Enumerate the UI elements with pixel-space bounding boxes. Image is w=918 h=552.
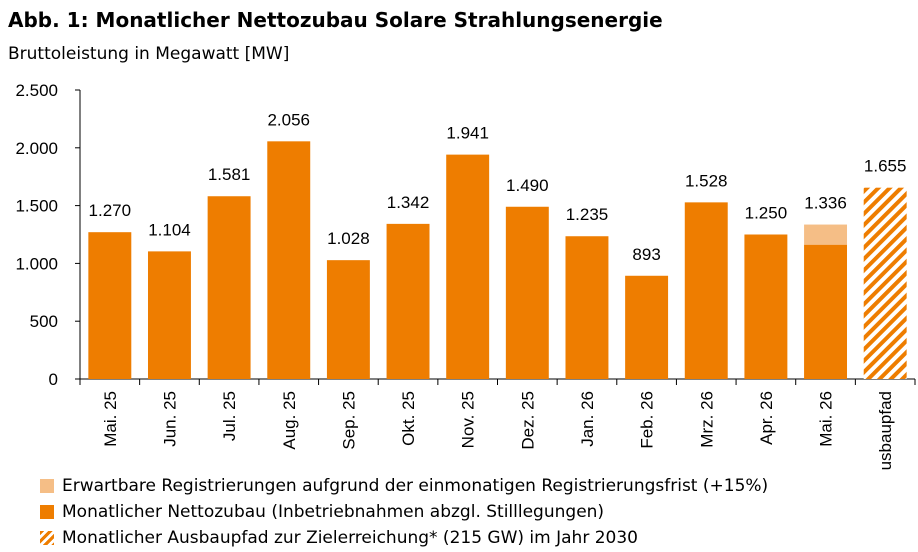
- y-tick-label: 1.000: [15, 254, 58, 273]
- data-label: 1.655: [864, 157, 907, 176]
- x-tick-label: Ausbaupfad: [876, 391, 895, 470]
- y-tick-label: 0: [49, 370, 58, 389]
- chart-axes: 0 500 1.000 1.500 2.000 2.500: [15, 81, 916, 389]
- x-tick-label: Apr. 26: [757, 391, 776, 445]
- bar-net: [625, 275, 669, 379]
- bar-net: [267, 141, 311, 379]
- chart-bars: [88, 141, 907, 379]
- x-tick-label: Feb. 26: [638, 391, 657, 449]
- bar-net: [505, 206, 549, 379]
- x-tick-label: Dez. 25: [518, 391, 537, 450]
- data-label: 1.528: [685, 171, 728, 190]
- y-tick-label: 500: [30, 312, 58, 331]
- data-label: 1.941: [446, 124, 489, 143]
- x-tick-label: Aug. 25: [280, 391, 299, 450]
- x-tick-label: Mai. 25: [101, 391, 120, 447]
- x-tick-label: Sep. 25: [339, 391, 358, 450]
- bar-net: [804, 244, 848, 379]
- data-label: 1.342: [387, 193, 430, 212]
- chart-title: Abb. 1: Monatlicher Nettozubau Solare St…: [8, 8, 663, 32]
- data-label: 2.056: [267, 110, 310, 129]
- bar-net: [565, 236, 609, 379]
- data-label: 1.235: [566, 205, 609, 224]
- bar-net: [386, 223, 430, 379]
- data-label: 1.028: [327, 229, 370, 248]
- data-label: 1.250: [745, 204, 788, 223]
- x-tick-label: Nov. 25: [459, 391, 478, 448]
- bar-net: [326, 260, 370, 379]
- bar-hatch: [863, 187, 907, 379]
- x-tick-label: Jul. 25: [220, 391, 239, 441]
- legend-swatch-expected: [40, 479, 54, 493]
- bar-net: [88, 232, 132, 379]
- x-tick-label: Jan. 26: [578, 391, 597, 447]
- legend-label-expected: Erwartbare Registrierungen aufgrund der …: [62, 476, 769, 496]
- x-tick-label: Mai. 26: [817, 391, 836, 447]
- legend-swatch-net: [40, 505, 54, 519]
- legend-label-target-path: Monatlicher Ausbaupfad zur Zielerreichun…: [62, 528, 638, 548]
- chart-labels: 1.270 Mai. 25 1.104 Jun. 25 1.581 Jul. 25 2.05…: [89, 110, 907, 470]
- data-label: 1.581: [208, 165, 251, 184]
- y-tick-label: 1.500: [15, 197, 58, 216]
- x-tick-label: Okt. 25: [399, 391, 418, 446]
- x-tick-label: Mrz. 26: [697, 391, 716, 448]
- data-label: 1.270: [89, 201, 132, 220]
- data-label: 1.490: [506, 176, 549, 195]
- bar-net: [744, 234, 788, 379]
- bar-net: [446, 154, 490, 379]
- bar-chart: 0 500 1.000 1.500 2.000 2.500 1.270 Mai. 25 1.1…: [15, 81, 916, 470]
- legend-item-net: Monatlicher Nettozubau (Inbetriebnahmen …: [40, 502, 604, 522]
- data-label: 1.104: [148, 220, 191, 239]
- bar-expected: [804, 224, 848, 245]
- chart-subtitle: Bruttoleistung in Megawatt [MW]: [8, 44, 290, 64]
- legend-swatch-target-path: [40, 531, 54, 545]
- legend-label-net: Monatlicher Nettozubau (Inbetriebnahmen …: [62, 502, 605, 522]
- data-label: 893: [632, 245, 660, 264]
- bar-net: [207, 196, 251, 379]
- bar-net: [147, 251, 191, 379]
- bar-net: [684, 202, 728, 379]
- legend-item-target-path: Monatlicher Ausbaupfad zur Zielerreichun…: [40, 528, 638, 548]
- y-tick-label: 2.000: [15, 139, 58, 158]
- x-tick-label: Jun. 25: [160, 391, 179, 447]
- legend-item-expected: Erwartbare Registrierungen aufgrund der …: [40, 476, 768, 496]
- data-label: 1.336: [804, 194, 847, 213]
- y-tick-label: 2.500: [15, 81, 58, 100]
